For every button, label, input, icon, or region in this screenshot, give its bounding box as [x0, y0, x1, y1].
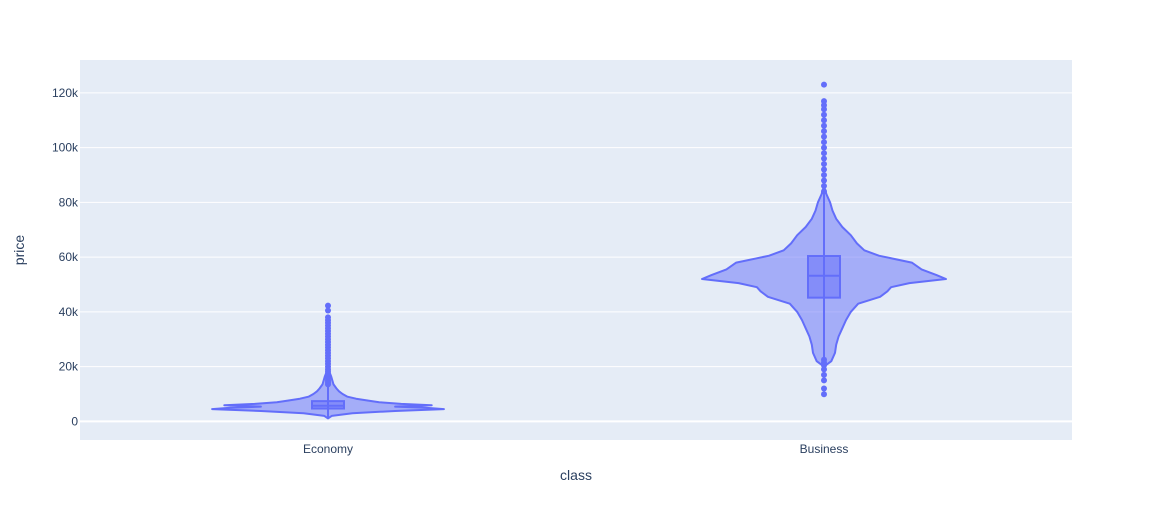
outlier-point — [821, 150, 827, 157]
y-tick-label: 20k — [59, 360, 79, 374]
outlier-point — [821, 356, 827, 363]
outlier-point — [821, 371, 827, 378]
y-tick-label: 100k — [52, 141, 79, 155]
violin-business — [701, 81, 947, 398]
x-tick-label: Business — [800, 442, 849, 456]
outlier-point — [821, 81, 827, 88]
outlier-point — [325, 314, 331, 321]
y-tick-label: 80k — [59, 195, 79, 209]
outlier-point — [821, 139, 827, 146]
outlier-point — [821, 391, 827, 398]
y-tick-label: 40k — [59, 305, 79, 319]
y-tick-labels: 0 20k 40k 60k 80k 100k 120k — [52, 86, 79, 429]
outlier-point — [821, 177, 827, 184]
outlier-point — [821, 122, 827, 129]
outlier-point — [821, 385, 827, 392]
box — [807, 255, 841, 299]
outlier-point — [821, 133, 827, 140]
y-tick-label: 0 — [71, 414, 78, 428]
outlier-point — [325, 307, 331, 314]
outlier-point — [821, 366, 827, 373]
outlier-point — [821, 171, 827, 178]
outlier-point — [821, 182, 827, 189]
outlier-point — [821, 161, 827, 168]
outlier-point — [821, 102, 827, 109]
outlier-point — [821, 166, 827, 173]
violin-economy — [211, 302, 445, 420]
x-tick-label: Economy — [303, 442, 353, 456]
outlier-point — [821, 377, 827, 384]
outlier-point — [821, 144, 827, 151]
y-tick-label: 60k — [59, 250, 79, 264]
y-gridlines — [80, 92, 1072, 423]
outlier-point — [821, 106, 827, 113]
x-tick-labels: Economy Business — [303, 442, 848, 456]
y-tick-label: 120k — [52, 86, 79, 100]
outlier-point — [821, 111, 827, 118]
outlier-point — [821, 117, 827, 124]
x-axis-title: class — [560, 467, 592, 483]
outlier-point — [821, 128, 827, 135]
outlier-point — [325, 302, 331, 309]
outlier-point — [821, 155, 827, 162]
outlier-point — [821, 98, 827, 105]
outlier-point — [821, 188, 827, 195]
plot-background — [80, 60, 1072, 440]
y-axis-title: price — [11, 235, 27, 266]
violin-series — [211, 81, 947, 420]
